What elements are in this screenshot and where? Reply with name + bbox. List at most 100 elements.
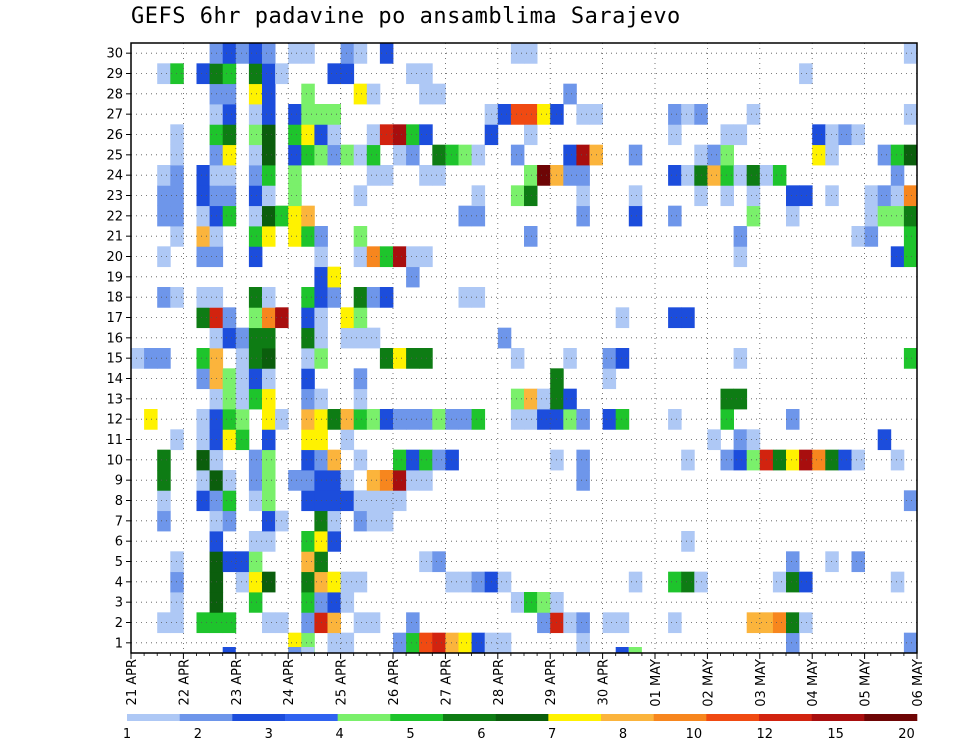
cell-m12-t35 xyxy=(576,409,590,430)
cell-m22-t13 xyxy=(288,205,302,227)
cell-m21-t60 xyxy=(903,226,918,247)
cell-m1-t29 xyxy=(497,632,512,654)
cell-m4-t27 xyxy=(471,571,486,593)
cell-m3-t10 xyxy=(248,592,263,613)
cell-m17-t10 xyxy=(248,307,263,329)
cell-m26-t54 xyxy=(825,124,839,146)
y-tick-label: 16 xyxy=(106,331,123,346)
cell-m30-t11 xyxy=(262,43,276,64)
cell-m23-t27 xyxy=(471,185,486,207)
y-tick-label: 9 xyxy=(115,474,123,489)
cell-m25-t54 xyxy=(825,144,839,166)
colorbar-swatch xyxy=(390,714,444,721)
cell-m27-t8 xyxy=(222,104,237,125)
cell-m16-t8 xyxy=(222,327,237,349)
cell-m13-t14 xyxy=(301,388,315,410)
cell-m12-t31 xyxy=(524,409,538,430)
cell-m3-t32 xyxy=(537,592,551,613)
cell-m4-t51 xyxy=(786,571,800,593)
cell-m27-t29 xyxy=(497,104,512,125)
cell-m8-t11 xyxy=(262,490,276,512)
colorbar-label: 4 xyxy=(335,727,343,742)
colorbar-swatch xyxy=(759,714,812,721)
cell-m26-t14 xyxy=(301,124,315,146)
cell-m16-t14 xyxy=(301,327,315,349)
y-tick-label: 17 xyxy=(106,311,123,326)
cell-m20-t22 xyxy=(406,246,420,268)
cell-m13-t46 xyxy=(720,388,734,410)
cell-m2-t4 xyxy=(170,612,184,634)
colorbar-swatch xyxy=(653,714,707,721)
cell-m2-t34 xyxy=(563,612,577,634)
cell-m4-t50 xyxy=(772,571,787,593)
cell-m12-t26 xyxy=(458,409,472,430)
cell-m13-t30 xyxy=(510,388,525,410)
cell-m20-t60 xyxy=(903,246,918,268)
x-tick-label: 01 MAY xyxy=(649,659,664,707)
cell-m5-t23 xyxy=(419,551,433,573)
cell-m15-t10 xyxy=(248,348,263,369)
cell-m11-t47 xyxy=(733,429,748,451)
cell-m26-t4 xyxy=(170,124,184,146)
cell-m16-t11 xyxy=(262,327,276,349)
cell-m1-t35 xyxy=(576,632,590,654)
cell-m25-t16 xyxy=(327,144,341,166)
cell-m22-t59 xyxy=(890,205,905,227)
cell-m20-t23 xyxy=(419,246,433,268)
y-tick-label: 6 xyxy=(115,535,123,550)
cell-m13-t9 xyxy=(235,388,250,410)
cell-m24-t50 xyxy=(772,165,787,186)
cell-m1-t22 xyxy=(406,632,420,654)
cell-m21-t47 xyxy=(733,226,748,247)
cell-m25-t30 xyxy=(510,144,525,166)
cell-m18-t16 xyxy=(327,287,341,308)
cell-m11-t58 xyxy=(877,429,892,451)
cell-m22-t60 xyxy=(903,205,918,227)
cell-m16-t9 xyxy=(235,327,250,349)
cell-m10-t21 xyxy=(393,449,407,471)
cell-m5-t9 xyxy=(235,551,250,573)
cell-m10-t51 xyxy=(786,449,800,471)
cell-m4-t16 xyxy=(327,571,341,593)
y-tick-label: 29 xyxy=(106,67,123,82)
cell-m3-t30 xyxy=(510,592,525,613)
x-tick-label: 28 APR xyxy=(492,659,507,705)
cell-m8-t60 xyxy=(903,490,918,512)
cell-m28-t8 xyxy=(222,83,237,105)
cell-m6-t10 xyxy=(248,531,263,552)
cell-m27-t16 xyxy=(327,104,341,125)
cell-m26-t23 xyxy=(419,124,433,146)
cell-m10-t23 xyxy=(419,449,433,471)
cell-m16-t17 xyxy=(340,327,355,349)
cell-m24-t45 xyxy=(707,165,721,186)
cell-m29-t22 xyxy=(406,63,420,85)
cell-m17-t43 xyxy=(681,307,695,329)
cell-m26-t8 xyxy=(222,124,237,146)
cell-m1-t17 xyxy=(340,632,355,654)
cell-m24-t46 xyxy=(720,165,734,186)
colorbar-label: 7 xyxy=(548,727,556,742)
cell-m3-t16 xyxy=(327,592,341,613)
colorbar-label: 6 xyxy=(477,727,485,742)
cell-m29-t4 xyxy=(170,63,184,85)
cell-m26-t31 xyxy=(524,124,538,146)
cell-m21-t56 xyxy=(851,226,865,247)
y-tick-label: 1 xyxy=(115,636,123,651)
cell-m28-t34 xyxy=(563,83,577,105)
cell-m13-t47 xyxy=(733,388,748,410)
cell-m14-t10 xyxy=(248,368,263,390)
cell-m15-t2 xyxy=(144,348,158,369)
cell-m10-t11 xyxy=(262,449,276,471)
cell-m5-t51 xyxy=(786,551,800,573)
cell-m4-t4 xyxy=(170,571,184,593)
cell-m25-t58 xyxy=(877,144,892,166)
cell-m5-t10 xyxy=(248,551,263,573)
cell-m30-t8 xyxy=(222,43,237,64)
cell-m26-t46 xyxy=(720,124,734,146)
cell-m2-t19 xyxy=(366,612,381,634)
y-tick-label: 28 xyxy=(106,87,123,102)
cell-m14-t9 xyxy=(235,368,250,390)
cell-m2-t37 xyxy=(602,612,617,634)
y-tick-label: 4 xyxy=(115,575,123,590)
cell-m8-t3 xyxy=(157,490,171,512)
